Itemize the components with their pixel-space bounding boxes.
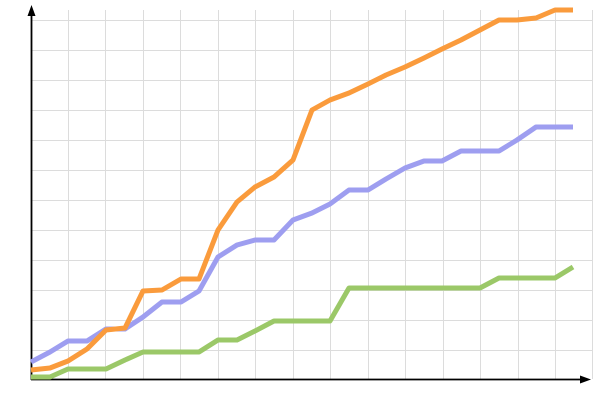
series-purple-line [29, 124, 573, 365]
y-axis-arrowhead [27, 5, 36, 16]
series-orange-line [30, 7, 573, 373]
series-green-line [31, 264, 575, 380]
x-axis-arrowhead [580, 375, 591, 384]
